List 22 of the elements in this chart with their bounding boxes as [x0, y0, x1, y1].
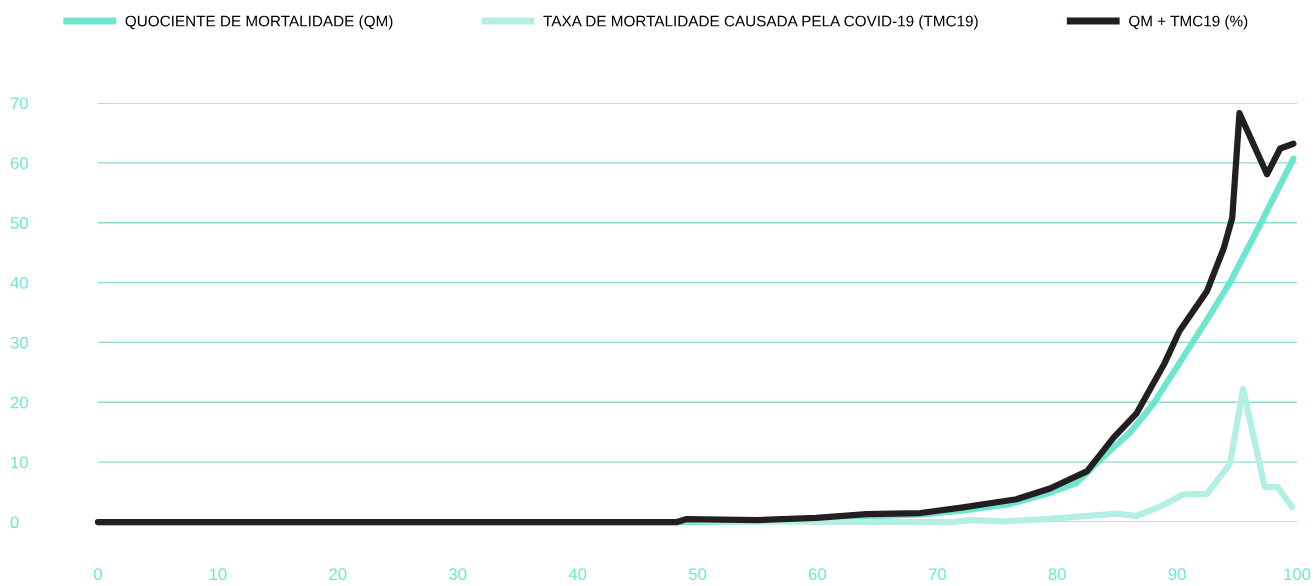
y-tick-label: 0: [10, 516, 19, 529]
y-tick-label: 20: [10, 396, 28, 409]
y-tick-label: 10: [11, 456, 28, 469]
x-tick-label: 70: [928, 568, 946, 581]
x-tick-label: 60: [808, 568, 827, 581]
x-tick-label: 50: [688, 568, 707, 581]
x-tick-label: 0: [94, 568, 102, 581]
y-tick-label: 40: [10, 276, 28, 289]
legend-label: QUOCIENTE DE MORTALIDADE (QM): [125, 15, 393, 30]
y-tick-label: 30: [10, 336, 28, 349]
y-tick-label: 50: [10, 217, 28, 229]
x-tick-label: 80: [1048, 568, 1066, 581]
y-tick-label: 60: [10, 157, 28, 170]
y-tick-label: 70: [10, 97, 28, 110]
legend-label: QM + TMC19 (%): [1129, 15, 1248, 30]
x-tick-label: 40: [568, 568, 587, 581]
x-tick-label: 100: [1284, 568, 1311, 581]
x-tick-label: 90: [1168, 568, 1186, 581]
x-tick-label: 20: [329, 568, 347, 581]
x-tick-label: 10: [209, 568, 227, 581]
x-tick-label: 30: [449, 568, 467, 581]
legend-label: TAXA DE MORTALIDADE CAUSADA PELA COVID-19 (TMC19): [543, 15, 978, 30]
